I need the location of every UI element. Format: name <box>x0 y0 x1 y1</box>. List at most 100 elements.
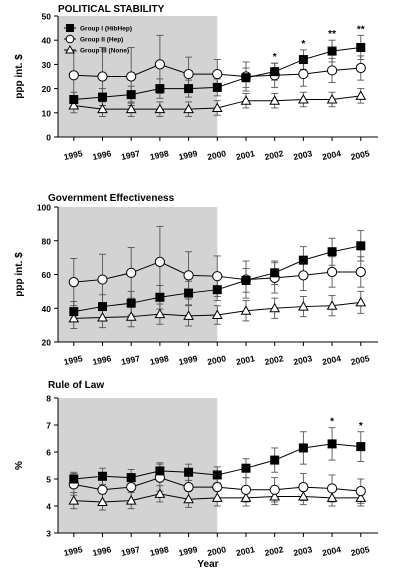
data-point-group1 <box>270 67 280 77</box>
data-point-group2 <box>126 482 137 493</box>
data-point-group3 <box>68 312 80 323</box>
data-point-group3 <box>125 103 137 114</box>
data-point-group3 <box>326 93 338 104</box>
data-point-group3 <box>154 488 166 498</box>
y-axis-label: % <box>14 461 25 470</box>
x-tick-label: 2001 <box>235 148 256 162</box>
data-point-group2 <box>68 276 79 288</box>
y-tick-label: 60 <box>42 270 52 280</box>
legend-marker-group3 <box>65 44 75 54</box>
significance-marker: * <box>359 421 363 432</box>
data-point-group2 <box>269 484 280 495</box>
data-point-group2 <box>183 270 194 281</box>
significance-marker: * <box>330 417 334 428</box>
data-point-group1 <box>155 466 165 476</box>
data-point-group3 <box>269 95 281 105</box>
data-point-group2 <box>126 267 137 278</box>
x-tick-label: 1995 <box>63 148 84 162</box>
x-tick-label: 2000 <box>206 544 227 558</box>
data-point-group2 <box>355 486 366 497</box>
data-point-group2 <box>298 68 309 80</box>
data-point-group1 <box>69 94 79 104</box>
shaded-region <box>58 398 218 533</box>
data-point-group1 <box>126 90 136 100</box>
data-point-group2 <box>97 274 108 285</box>
y-tick-label: 4 <box>46 502 51 512</box>
x-tick-label: 1995 <box>63 353 84 367</box>
data-point-group3 <box>125 311 137 321</box>
panel-title: POLITICAL STABILITY <box>58 4 165 15</box>
data-point-group2 <box>97 71 108 82</box>
x-tick-label: 2004 <box>321 353 342 367</box>
panel-title: Rule of Law <box>48 380 104 391</box>
y-tick-label: 3 <box>46 529 51 539</box>
x-tick-label: 2004 <box>321 148 342 162</box>
data-point-group3 <box>154 308 166 319</box>
significance-marker: * <box>273 52 277 63</box>
x-tick-label: 2003 <box>292 353 313 367</box>
shaded-region <box>58 16 218 137</box>
data-point-group2 <box>326 266 338 278</box>
data-point-group3 <box>183 493 194 504</box>
data-point-group1 <box>270 455 280 465</box>
data-point-group1 <box>184 467 194 477</box>
y-tick-label: 20 <box>42 338 52 348</box>
data-point-group3 <box>326 300 338 310</box>
x-tick-label: 1997 <box>120 148 141 162</box>
x-tick-label: 2004 <box>321 544 342 558</box>
legend-marker-group1 <box>66 24 74 32</box>
x-tick-label: 1997 <box>120 353 141 367</box>
data-point-group2 <box>68 70 79 81</box>
data-point-group1 <box>298 255 308 265</box>
data-point-group2 <box>298 482 309 493</box>
x-tick-label: 2005 <box>350 544 371 558</box>
significance-marker: * <box>301 39 305 50</box>
data-point-group1 <box>241 463 251 473</box>
data-point-group3 <box>211 102 223 112</box>
data-point-group3 <box>240 305 252 315</box>
y-tick-label: 100 <box>37 203 51 213</box>
data-point-group2 <box>183 482 194 493</box>
y-tick-label: 5 <box>46 475 51 485</box>
data-point-group2 <box>298 270 309 281</box>
data-point-group1 <box>97 92 107 102</box>
x-tick-label: 1996 <box>92 353 113 367</box>
data-point-group3 <box>269 491 281 501</box>
data-point-group3 <box>355 492 367 502</box>
data-point-group1 <box>155 292 165 302</box>
x-tick-label: 1998 <box>149 544 170 558</box>
data-point-group3 <box>211 492 223 502</box>
data-point-group1 <box>212 82 222 92</box>
data-point-group3 <box>298 491 309 501</box>
data-point-group1 <box>241 73 251 83</box>
data-point-group2 <box>326 65 338 76</box>
data-point-group1 <box>327 46 337 56</box>
y-tick-label: 40 <box>42 36 52 46</box>
data-point-group3 <box>97 312 108 322</box>
y-tick-label: 40 <box>42 304 52 314</box>
data-point-group2 <box>154 59 165 70</box>
data-point-group2 <box>355 266 366 278</box>
panel-3 <box>54 397 378 537</box>
data-point-group1 <box>184 288 194 298</box>
legend-label: Group II (Hep) <box>80 37 123 44</box>
x-tick-label: 2005 <box>350 353 371 367</box>
data-point-group1 <box>69 307 79 317</box>
y-tick-label: 7 <box>46 421 51 431</box>
x-tick-label: 2000 <box>206 353 227 367</box>
data-point-group1 <box>270 268 280 278</box>
data-point-group1 <box>327 247 337 257</box>
x-tick-label: 2002 <box>264 353 285 367</box>
y-axis-label: ppp int. $ <box>14 252 25 297</box>
data-point-group3 <box>211 309 223 319</box>
data-point-group1 <box>356 442 366 452</box>
data-point-group3 <box>154 103 166 114</box>
legend-label: Group III (None) <box>80 48 129 55</box>
x-tick-label: 1999 <box>178 353 199 367</box>
data-point-group1 <box>212 285 222 295</box>
data-point-group2 <box>212 271 223 282</box>
data-point-group1 <box>356 241 366 251</box>
data-point-group1 <box>298 443 308 453</box>
